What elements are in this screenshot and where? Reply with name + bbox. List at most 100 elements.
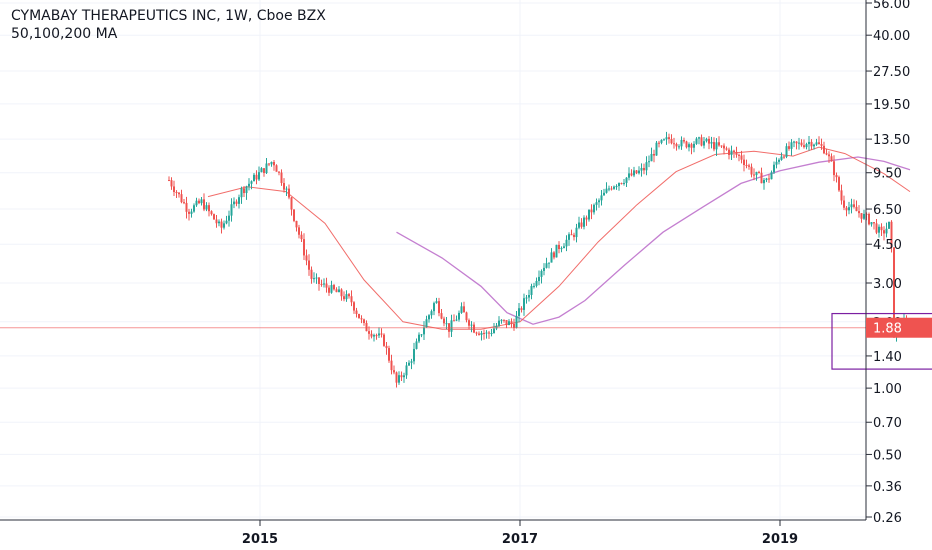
y-tick-label: 6.50 <box>873 203 902 218</box>
candle-body <box>210 211 213 215</box>
candle-body <box>695 138 698 144</box>
candle-body <box>660 139 663 143</box>
candle-body <box>343 296 345 300</box>
candle-body <box>533 285 535 287</box>
candle-body <box>678 146 680 148</box>
candle-body <box>473 324 475 333</box>
candle-body <box>375 335 378 337</box>
candle-body <box>703 141 705 146</box>
candle-body <box>760 172 763 184</box>
candle-body <box>183 202 185 204</box>
candle-body <box>858 211 860 214</box>
candle-body <box>873 222 875 224</box>
candle-body <box>720 145 723 147</box>
candle-body <box>285 188 288 190</box>
candle-body <box>400 375 403 378</box>
candle-body <box>748 165 750 167</box>
candle-body <box>530 285 533 295</box>
candle-body <box>583 217 585 227</box>
candle-body <box>850 204 853 208</box>
candle-body <box>408 362 410 366</box>
candle-body <box>795 141 798 144</box>
candle-body <box>393 370 395 373</box>
candle-body <box>778 159 780 162</box>
candle-body <box>578 222 580 228</box>
candle-body <box>338 289 340 293</box>
candle-body <box>585 217 588 220</box>
candle-body <box>738 154 740 156</box>
candle-body <box>383 334 385 346</box>
candle-body <box>525 297 528 299</box>
candle-body <box>713 142 715 150</box>
indicator-legend[interactable]: 50,100,200 MA <box>11 26 118 42</box>
x-tick-label: 2017 <box>502 532 538 547</box>
candle-body <box>260 168 263 173</box>
y-tick-label: 19.50 <box>873 98 910 113</box>
candle-body <box>790 142 793 149</box>
candle-body <box>438 301 440 314</box>
candle-body <box>543 267 545 271</box>
candle-body <box>705 138 708 142</box>
candle-body <box>710 142 713 144</box>
candle-body <box>798 142 800 144</box>
candle-body <box>208 205 210 212</box>
candle-body <box>773 164 775 173</box>
candle-body <box>253 174 255 182</box>
candle-body <box>835 175 838 178</box>
candle-body <box>298 227 300 235</box>
last-price-badge <box>866 317 932 338</box>
price-axis[interactable]: 56.00 40.00 27.50 19.50 13.50 9.50 6.50 4.50 3.0… <box>866 0 910 526</box>
last-price-marker: 1.88 <box>866 317 932 338</box>
candle-body <box>223 223 225 228</box>
chart-title: CYMABAY THERAPEUTICS INC, 1W, Cboe BZX <box>11 8 326 24</box>
candle-body <box>515 315 518 328</box>
candle-body <box>483 332 485 334</box>
candle-body <box>235 201 238 204</box>
x-tick-label: 2015 <box>242 532 278 547</box>
candle-body <box>883 230 885 234</box>
candle-body <box>345 294 348 300</box>
candle-body <box>335 289 338 293</box>
candle-body <box>828 154 830 157</box>
candle-body <box>730 150 733 155</box>
candle-body <box>238 197 240 204</box>
candle-body <box>320 283 323 285</box>
candle-body <box>588 209 590 220</box>
candle-body <box>573 234 575 238</box>
candle-body <box>863 213 865 219</box>
candle-body <box>465 312 468 321</box>
candle-body <box>580 222 583 227</box>
candle-body <box>725 148 728 150</box>
candle-body <box>280 172 283 184</box>
time-axis[interactable]: 2015201720192021202 <box>242 520 932 547</box>
candle-body <box>668 137 670 140</box>
candle-body <box>645 162 648 171</box>
candle-body <box>875 223 878 233</box>
candle-body <box>330 285 333 293</box>
candle-body <box>363 319 365 323</box>
candle-body <box>715 142 718 150</box>
candle-body <box>185 202 188 212</box>
candle-body <box>665 137 668 140</box>
candle-body <box>508 321 510 326</box>
candle-body <box>640 167 643 171</box>
candle-body <box>245 186 248 194</box>
candle-body <box>603 192 605 196</box>
candle-body <box>190 211 193 214</box>
candle-body <box>250 181 253 184</box>
candle-body <box>718 142 720 146</box>
candle-body <box>635 170 638 174</box>
candle-body <box>625 177 628 183</box>
candle-body <box>340 289 343 297</box>
candle-body <box>768 178 770 180</box>
y-tick-label: 1.00 <box>873 382 902 397</box>
candle-body <box>830 156 833 162</box>
y-tick-label: 27.50 <box>873 65 910 80</box>
candle-body <box>620 183 623 185</box>
candle-body <box>633 170 635 176</box>
candle-body <box>233 201 235 205</box>
candle-body <box>423 327 425 335</box>
candle-body <box>545 263 548 268</box>
candle-body <box>468 320 470 326</box>
